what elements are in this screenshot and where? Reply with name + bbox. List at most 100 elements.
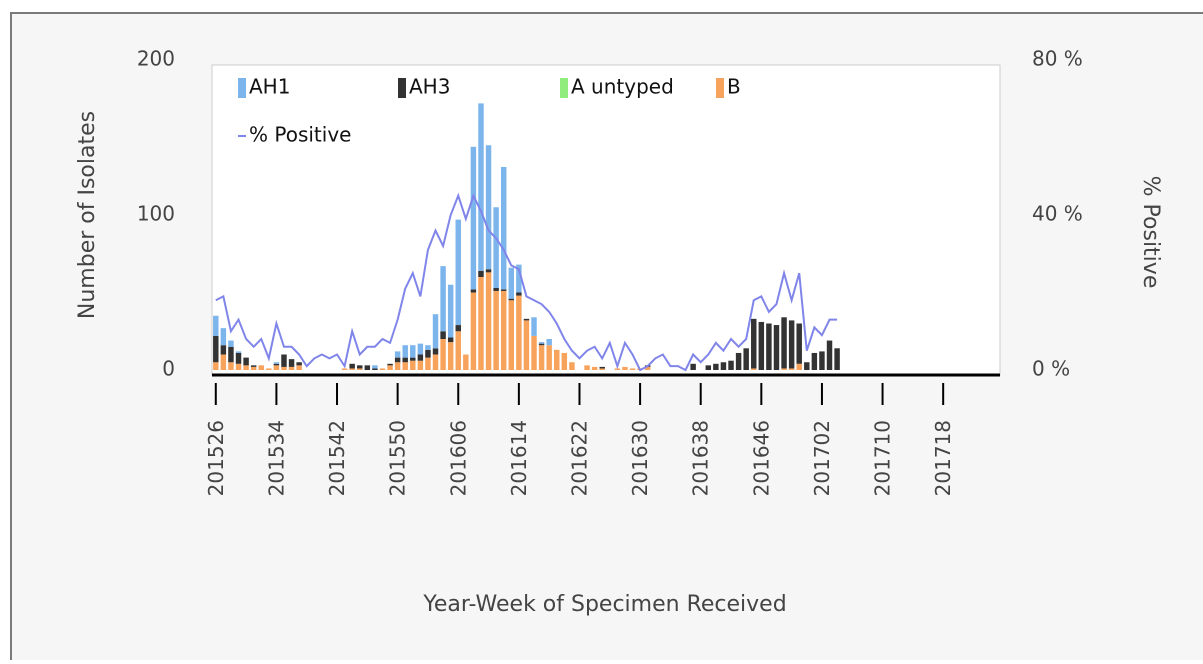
bar — [508, 300, 515, 370]
bar — [349, 363, 355, 369]
y-tick-label: 200 — [137, 47, 175, 71]
bar — [463, 354, 469, 370]
bar — [288, 359, 295, 367]
bar — [250, 365, 257, 367]
bar — [796, 363, 802, 370]
bar — [508, 298, 515, 301]
bar — [235, 363, 242, 370]
bar — [357, 368, 363, 370]
bar — [796, 323, 802, 364]
bar — [644, 366, 651, 370]
bar — [440, 331, 446, 339]
bar — [273, 365, 280, 370]
bar — [417, 354, 424, 361]
y-tick-label: 100 — [137, 202, 175, 226]
bar — [341, 368, 348, 370]
bar — [296, 365, 302, 370]
bar — [773, 325, 780, 370]
bar — [417, 360, 424, 370]
x-tick-label: 201606 — [446, 420, 470, 496]
bar — [425, 345, 431, 350]
bar — [811, 352, 818, 370]
bar — [622, 366, 628, 370]
x-tick-label: 201702 — [810, 420, 834, 496]
bar — [228, 340, 234, 347]
bar — [220, 328, 227, 346]
bar — [296, 362, 302, 366]
bar — [781, 368, 787, 370]
bar — [788, 368, 795, 370]
bar — [826, 340, 833, 370]
bar — [455, 219, 461, 326]
bar — [705, 365, 712, 370]
bar — [410, 360, 416, 370]
bar — [432, 348, 439, 355]
bar — [432, 314, 439, 349]
bar — [213, 315, 219, 336]
bar — [220, 354, 227, 370]
legend-symbol — [238, 78, 246, 98]
bar — [387, 363, 393, 366]
bar — [834, 348, 840, 370]
legend-label: % Positive — [249, 123, 351, 147]
bar — [743, 348, 749, 370]
bar — [478, 277, 484, 370]
bar — [425, 349, 431, 358]
bar — [538, 342, 545, 344]
bar — [410, 345, 416, 358]
bar — [243, 357, 249, 366]
bar — [538, 343, 545, 346]
bar — [569, 362, 575, 370]
bar — [235, 351, 242, 353]
bar — [493, 207, 499, 288]
x-tick-label: 201542 — [325, 420, 349, 496]
bar — [402, 345, 408, 358]
bar — [781, 317, 787, 369]
y2-tick-label: 80 % — [1032, 47, 1083, 71]
bar — [228, 346, 234, 363]
bar — [591, 366, 598, 370]
x-tick-label: 201638 — [689, 420, 713, 496]
legend-label: B — [727, 75, 741, 99]
bar — [349, 368, 355, 370]
bar — [440, 266, 446, 332]
x-tick-label: 201614 — [507, 420, 531, 496]
bar — [690, 363, 696, 370]
bar — [713, 363, 719, 370]
bar — [228, 362, 234, 370]
bar — [546, 339, 552, 346]
bar — [455, 325, 461, 332]
x-tick-label: 201710 — [871, 420, 895, 496]
bar — [751, 318, 757, 369]
bar — [394, 351, 401, 358]
legend-label: A untyped — [571, 75, 674, 99]
x-tick-label: 201534 — [264, 420, 288, 496]
bar — [735, 352, 742, 370]
bar — [478, 103, 484, 271]
bar — [447, 337, 454, 343]
plot-area — [211, 64, 1001, 376]
bar — [508, 267, 515, 299]
bar — [417, 343, 424, 355]
bar — [372, 368, 378, 370]
bar — [516, 292, 522, 296]
x-tick-label: 201550 — [386, 420, 410, 496]
bar — [493, 287, 499, 291]
y2-tick-label: 40 % — [1032, 202, 1083, 226]
bar — [500, 166, 507, 290]
bar — [394, 362, 401, 370]
bar — [394, 357, 401, 363]
bar — [516, 264, 522, 293]
x-tick-label: 201526 — [204, 420, 228, 496]
bar — [788, 320, 795, 369]
bar — [728, 360, 734, 370]
bar — [523, 320, 530, 370]
bar — [758, 321, 765, 370]
bar — [584, 365, 590, 370]
bar — [432, 354, 439, 370]
bar — [235, 352, 242, 364]
bar — [599, 368, 605, 370]
bar — [372, 365, 378, 369]
bar — [243, 365, 249, 370]
bar — [470, 146, 477, 290]
